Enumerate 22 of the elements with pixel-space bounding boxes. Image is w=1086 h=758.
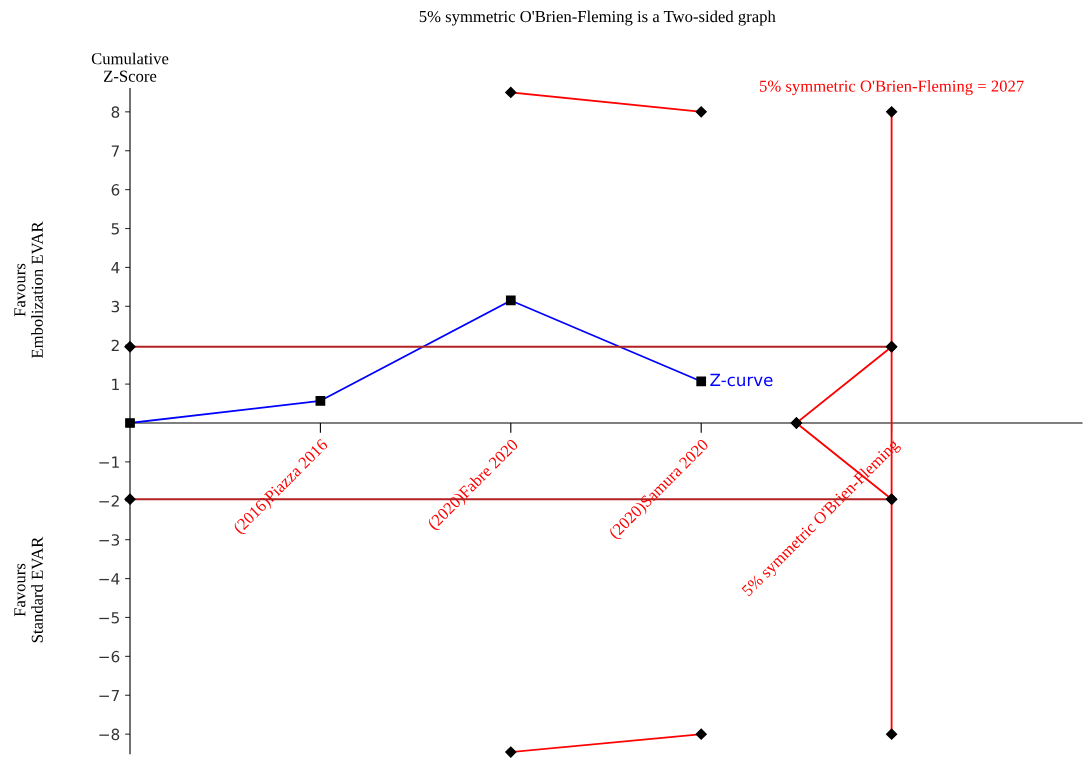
y-tick-label: −2	[99, 495, 119, 507]
y-tick-label: 8	[111, 106, 120, 118]
y-tick-label: 2	[111, 339, 119, 352]
y-tick-label: 4	[111, 262, 120, 274]
y-tick-label: 1	[112, 378, 119, 390]
y-tick-label: 3	[111, 300, 120, 313]
y-tick-label: −1	[99, 456, 119, 468]
chart-title: 5% symmetric O'Brien-Fleming is a Two-sided graph	[419, 10, 776, 26]
series-label: Z-curve	[710, 373, 773, 387]
annotation: 5% symmetric O'Brien-Fleming = 2027	[760, 80, 1024, 96]
y-axis-title: Cumulative Z-Score	[91, 52, 169, 82]
y-tick-label: −5	[99, 612, 119, 624]
y-tick-label: −4	[99, 573, 120, 585]
y-tick-label: −7	[99, 689, 119, 702]
y-tick-label: −8	[99, 728, 120, 741]
y-tick-label: 5	[111, 223, 119, 235]
text: Favours Embolization EVAR	[14, 221, 43, 359]
y-tick-label: 7	[111, 145, 119, 157]
y-tick-label: −6	[99, 650, 120, 663]
text: Favours Standard EVAR	[14, 536, 43, 643]
y-tick-label: 6	[111, 184, 120, 196]
y-tick-label: −3	[99, 534, 120, 546]
